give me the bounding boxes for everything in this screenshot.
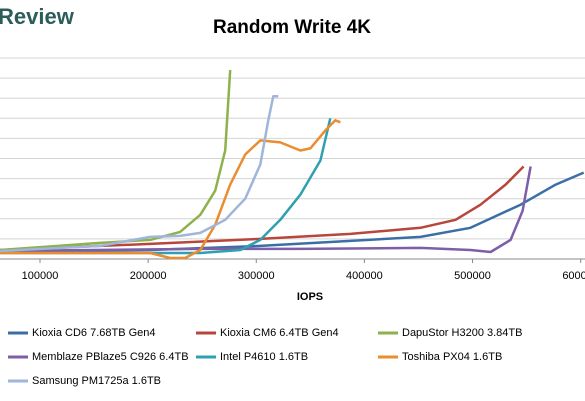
legend-label: Kioxia CM6 6.4TB Gen4 bbox=[220, 327, 339, 339]
legend-label: Kioxia CD6 7.68TB Gen4 bbox=[32, 327, 156, 339]
legend-label: Samsung PM1725a 1.6TB bbox=[32, 375, 161, 387]
series-line bbox=[0, 118, 332, 255]
x-tick-label: 400000 bbox=[346, 270, 383, 282]
series-line bbox=[0, 165, 525, 252]
legend-label: Intel P4610 1.6TB bbox=[220, 351, 308, 363]
series-line bbox=[0, 70, 232, 252]
legend-label: Memblaze PBlaze5 C926 6.4TB bbox=[32, 351, 189, 363]
series-line bbox=[0, 119, 341, 260]
x-tick-label: 100000 bbox=[22, 270, 59, 282]
legend-label: Toshiba PX04 1.6TB bbox=[402, 351, 502, 363]
series-line bbox=[0, 94, 279, 253]
x-tick-label: 300000 bbox=[238, 270, 275, 282]
brand: Review bbox=[0, 4, 75, 29]
series-line bbox=[0, 166, 532, 254]
x-tick-label: 500000 bbox=[454, 270, 491, 282]
x-tick-label: 600000 bbox=[562, 270, 585, 282]
legend-label: DapuStor H3200 3.84TB bbox=[402, 327, 522, 339]
chart-title: Random Write 4K bbox=[213, 17, 371, 38]
series-line bbox=[0, 171, 585, 254]
x-tick-label: 200000 bbox=[130, 270, 167, 282]
x-axis-title: IOPS bbox=[297, 291, 323, 303]
